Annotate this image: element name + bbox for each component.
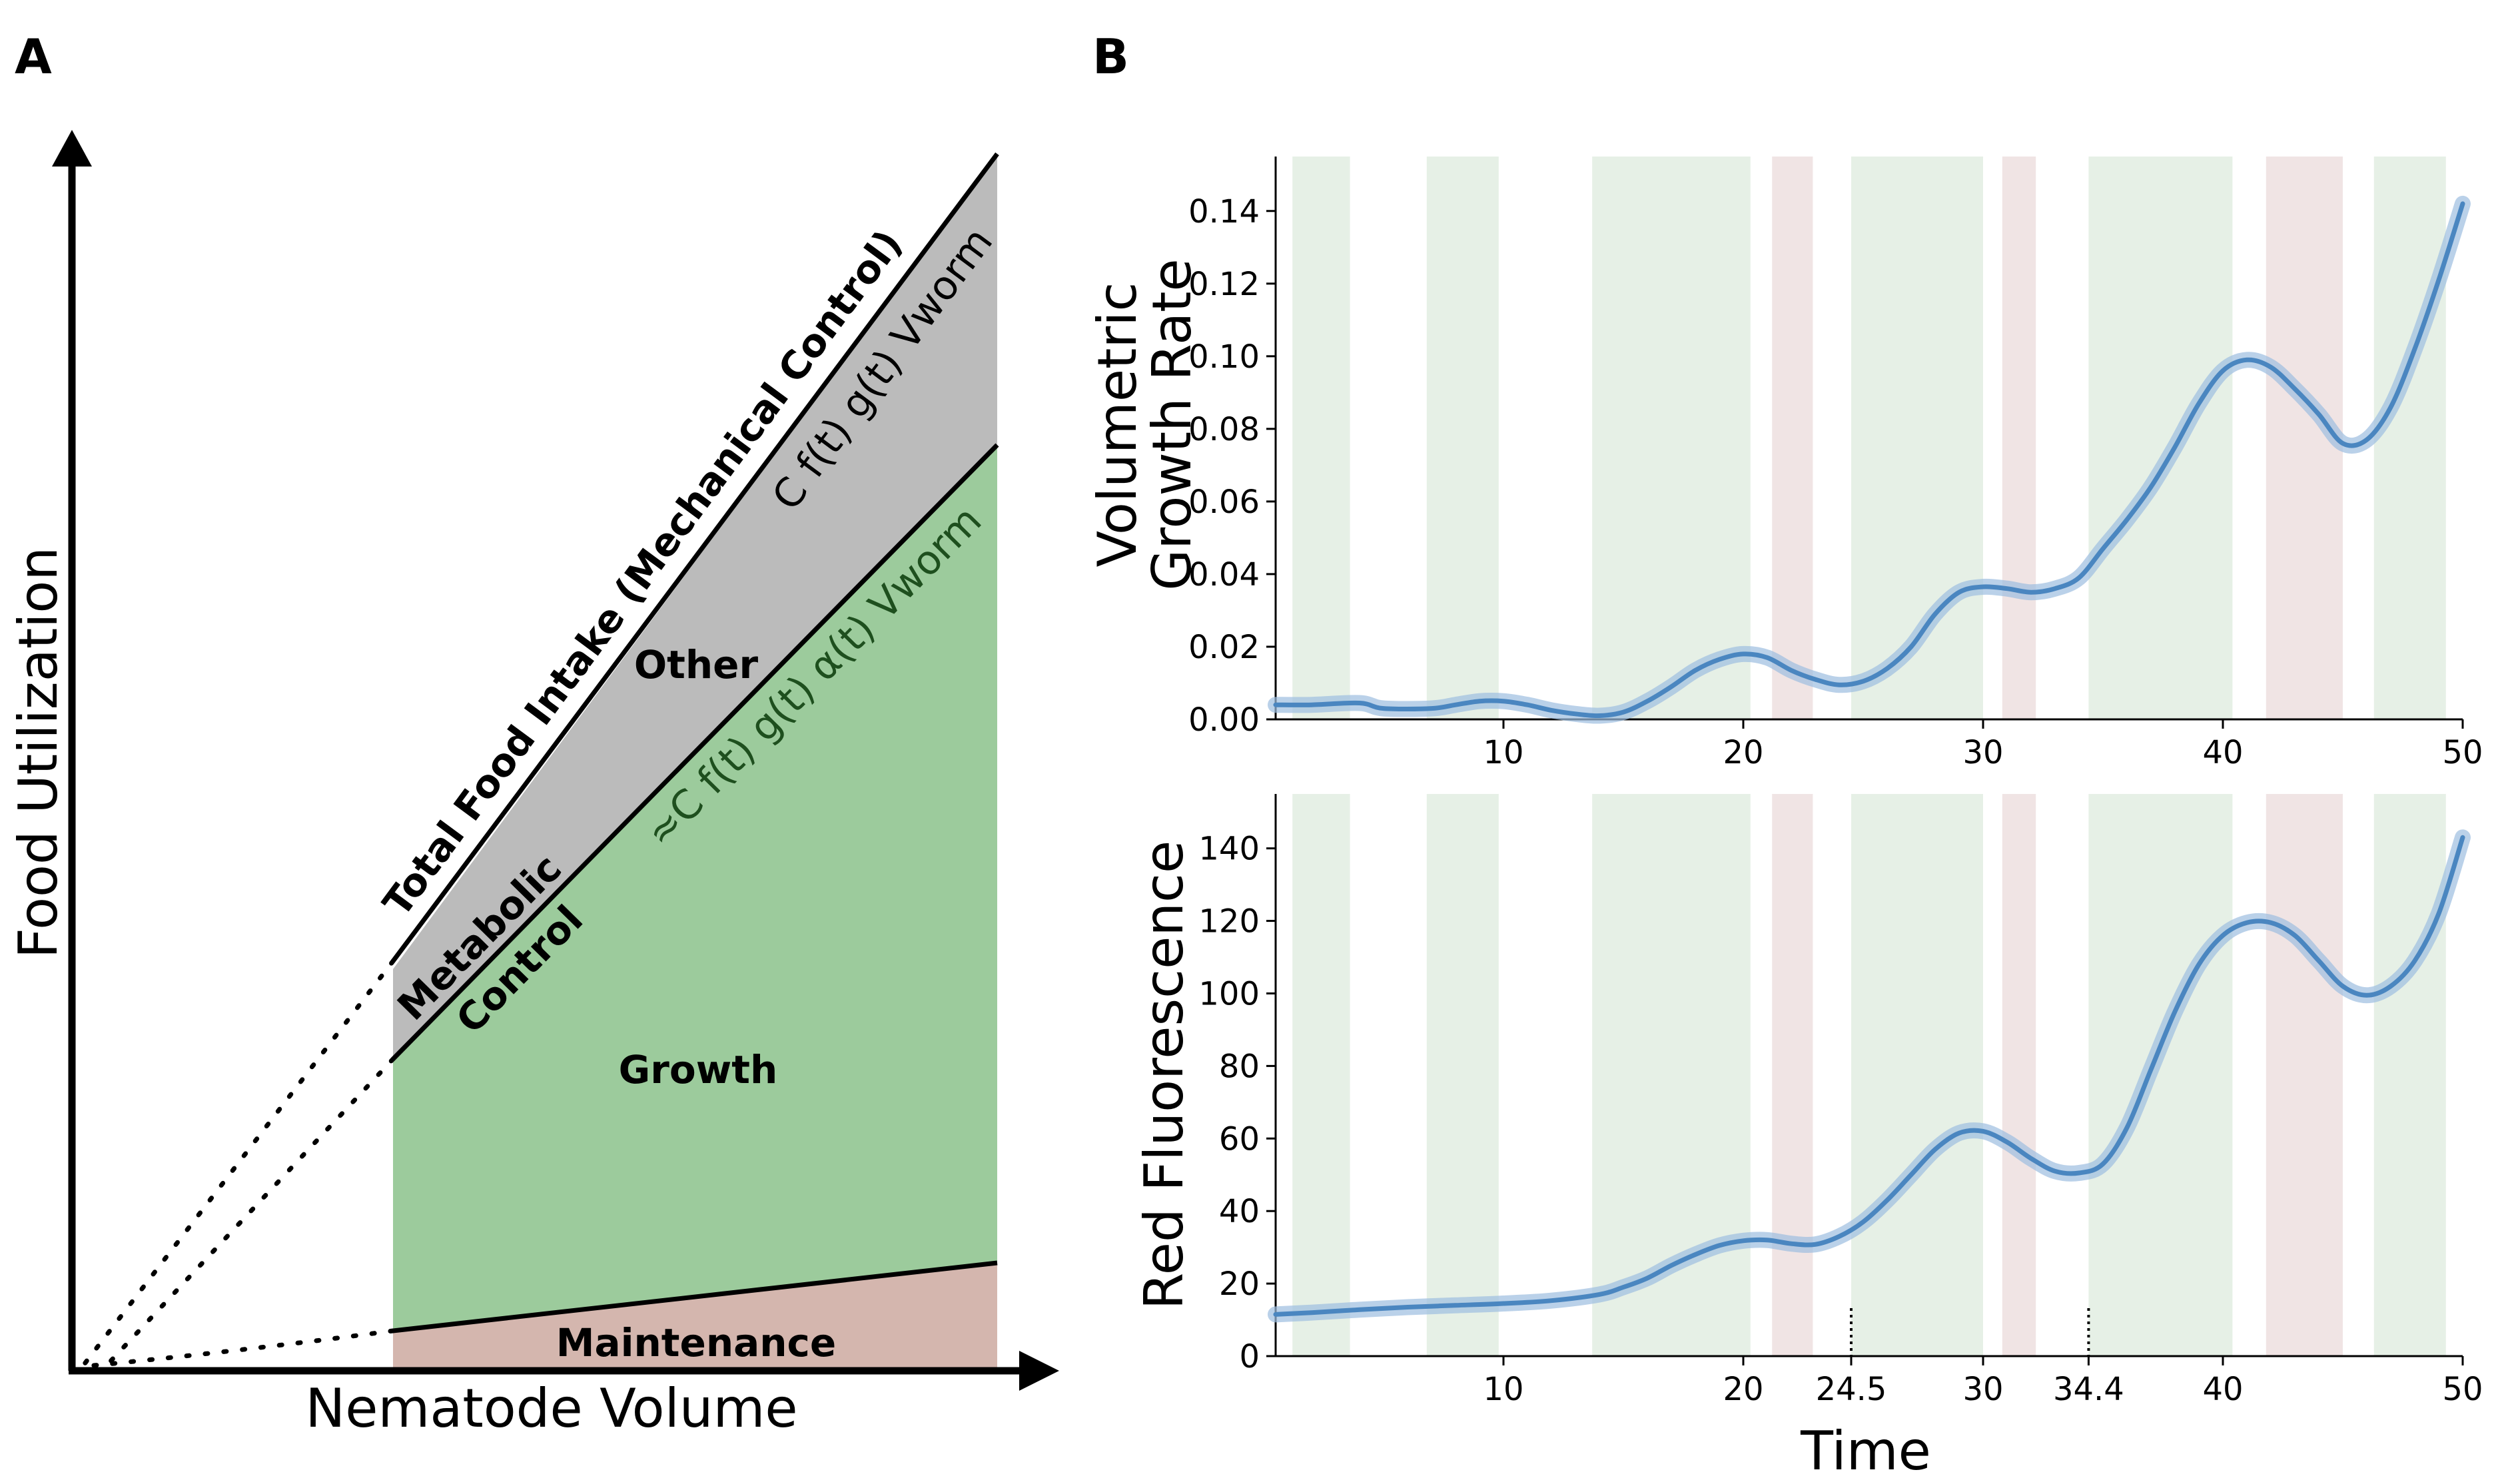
growth-rate-x-tick-label: 40 xyxy=(2202,734,2243,771)
red-fluorescence-green-interval xyxy=(1292,794,1350,1356)
red-fluorescence-y-tick-label: 0 xyxy=(1239,1338,1260,1375)
red-fluorescence-green-interval xyxy=(2088,794,2233,1356)
growth-rate-y-label: Volumetric xyxy=(1086,282,1148,567)
red-fluorescence-green-interval xyxy=(1851,794,1983,1356)
growth-rate-red-interval xyxy=(1772,157,1813,719)
red-fluorescence-y-label: Red Fluorescence xyxy=(1133,841,1195,1309)
panel-a: A Nematode Volume Food Utilization Other… xyxy=(7,29,1059,1439)
red-fluorescence-x-label: Time xyxy=(1800,1420,1931,1482)
growth-region xyxy=(393,445,997,1331)
panel-b: B 0.00 0.02 0.04 0.06 0.08 0.10 0.12 0.14 10 20 30… xyxy=(1086,29,2483,1482)
growth-rate-x-tick-label: 30 xyxy=(1962,734,2003,771)
red-fluorescence-x-tick-label: 10 xyxy=(1483,1371,1523,1408)
growth-extrapolation xyxy=(104,1056,396,1368)
growth-rate-y-tick-label: 0.02 xyxy=(1188,629,1260,666)
maintenance-label: Maintenance xyxy=(556,1320,837,1365)
growth-rate-x-tick-label: 50 xyxy=(2442,734,2483,771)
growth-rate-y-tick-label: 0.06 xyxy=(1188,484,1260,521)
growth-rate-red-interval xyxy=(2002,157,2036,719)
growth-rate-y-label: Growth Rate xyxy=(1141,258,1203,590)
red-fluorescence-green-interval xyxy=(1426,794,1499,1356)
growth-rate-green-interval xyxy=(1426,157,1499,719)
red-fluorescence-x-tick-label: 40 xyxy=(2202,1371,2243,1408)
maintenance-region xyxy=(393,1263,997,1367)
growth-rate-y-tick-label: 0.12 xyxy=(1188,266,1260,303)
red-fluorescence-green-interval xyxy=(2373,794,2446,1356)
growth-rate-y-tick-label: 0.14 xyxy=(1188,193,1260,230)
total-intake-extrapolation xyxy=(81,958,396,1368)
panel-a-y-label: Food Utilization xyxy=(7,547,69,958)
growth-label: Growth xyxy=(619,1047,778,1092)
growth-rate-y-tick-label: 0.04 xyxy=(1188,556,1260,593)
y-axis-arrowhead xyxy=(52,130,92,167)
other-label: Other xyxy=(634,642,759,687)
red-fluorescence-x-tick-label: 24.5 xyxy=(1816,1371,1887,1408)
red-fluorescence-red-interval xyxy=(1772,794,1813,1356)
red-fluorescence-y-tick-label: 140 xyxy=(1198,831,1260,868)
growth-rate-green-interval xyxy=(2088,157,2233,719)
red-fluorescence-x-tick-label: 34.4 xyxy=(2053,1371,2124,1408)
panel-a-x-label: Nematode Volume xyxy=(305,1377,797,1439)
growth-rate-x-tick-label: 20 xyxy=(1723,734,1763,771)
growth-rate-green-interval xyxy=(1592,157,1751,719)
x-axis-arrowhead xyxy=(1019,1351,1059,1391)
red-fluorescence-red-interval xyxy=(2266,794,2343,1356)
red-fluorescence-x-tick-label: 20 xyxy=(1723,1371,1763,1408)
red-fluorescence-chart: 0 20 40 60 80 100 120 140 10 20 24.5 30 34.4 40 50 Red … xyxy=(1133,794,2483,1482)
growth-rate-green-interval xyxy=(1292,157,1350,719)
growth-rate-y-tick-label: 0.10 xyxy=(1188,338,1260,376)
growth-rate-y-tick-label: 0.00 xyxy=(1188,701,1260,739)
red-fluorescence-y-tick-label: 20 xyxy=(1219,1266,1260,1303)
red-fluorescence-y-tick-label: 80 xyxy=(1219,1048,1260,1085)
growth-rate-series-line xyxy=(1273,201,2465,719)
red-fluorescence-y-tick-label: 40 xyxy=(1219,1193,1260,1230)
red-fluorescence-series-line xyxy=(1273,835,2465,1317)
red-fluorescence-y-tick-label: 120 xyxy=(1198,903,1260,940)
maintenance-top-line xyxy=(392,1260,998,1333)
growth-rate-y-tick-label: 0.08 xyxy=(1188,411,1260,448)
growth-rate-x-tick-label: 10 xyxy=(1483,734,1523,771)
panel-b-letter: B xyxy=(1092,29,1129,85)
growth-rate-green-interval xyxy=(2373,157,2446,719)
red-fluorescence-x-tick-label: 30 xyxy=(1962,1371,2003,1408)
red-fluorescence-y-tick-label: 60 xyxy=(1219,1120,1260,1158)
maintenance-extrapolation xyxy=(77,1328,396,1369)
total-intake-line xyxy=(391,152,999,963)
growth-rate-chart: 0.00 0.02 0.04 0.06 0.08 0.10 0.12 0.14 10 20 30 40… xyxy=(1086,157,2483,771)
growth-top-line xyxy=(391,443,999,1061)
red-fluorescence-y-tick-label: 100 xyxy=(1198,975,1260,1012)
panel-a-letter: A xyxy=(15,29,52,85)
other-region xyxy=(393,154,997,1059)
red-fluorescence-red-interval xyxy=(2002,794,2036,1356)
red-fluorescence-x-tick-label: 50 xyxy=(2442,1371,2483,1408)
